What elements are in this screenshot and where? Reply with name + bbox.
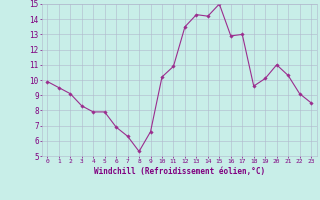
- X-axis label: Windchill (Refroidissement éolien,°C): Windchill (Refroidissement éolien,°C): [94, 167, 265, 176]
